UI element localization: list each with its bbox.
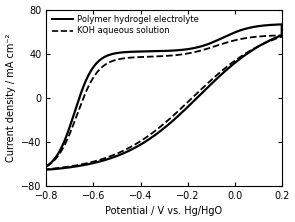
- Y-axis label: Current density / mA cm⁻²: Current density / mA cm⁻²: [6, 34, 16, 162]
- X-axis label: Potential / V vs. Hg/HgO: Potential / V vs. Hg/HgO: [106, 206, 223, 216]
- Legend: Polymer hydrogel electrolyte, KOH aqueous solution: Polymer hydrogel electrolyte, KOH aqueou…: [50, 14, 201, 37]
